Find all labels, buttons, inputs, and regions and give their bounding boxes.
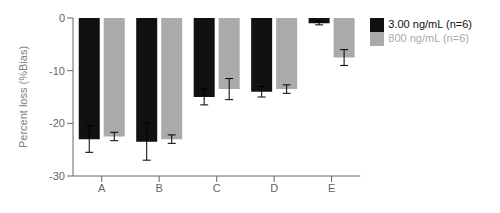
svg-text:-20: -20 [49,117,65,129]
svg-text:-30: -30 [49,170,65,182]
html-text:800 ng/mL (n=6): 800 ng/mL (n=6) [388,32,469,45]
svg-text:A: A [98,182,106,194]
svg-text:B: B [156,182,163,194]
svg-text:E: E [328,182,335,194]
svg-text:D: D [270,182,278,194]
svg-text:0: 0 [59,12,65,24]
svg-text:C: C [213,182,221,194]
svg-text:Percent loss (%Bias): Percent loss (%Bias) [17,46,29,148]
svg-text:-10: -10 [49,65,65,77]
html-text:3.00 ng/mL (n=6): 3.00 ng/mL (n=6) [388,18,472,30]
